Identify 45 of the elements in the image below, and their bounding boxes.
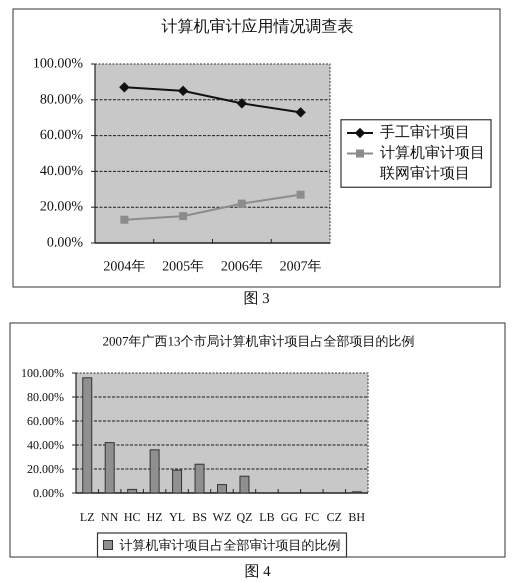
- chart-title: 计算机审计应用情况调查表: [162, 18, 354, 36]
- legend-label: 计算机审计项目: [380, 146, 485, 162]
- y-tick-label: 60.00%: [27, 414, 64, 428]
- x-tick-label: LB: [259, 510, 275, 524]
- y-tick-label: 60.00%: [40, 128, 84, 144]
- point: [119, 82, 130, 92]
- point: [179, 212, 188, 220]
- y-tick-label: 40.00%: [27, 438, 64, 452]
- x-tick-label: 2004年: [103, 258, 146, 274]
- y-tick-label: 20.00%: [27, 462, 64, 476]
- x-tick-label: BH: [348, 510, 366, 524]
- point: [238, 200, 246, 208]
- x-tick-label: BS: [192, 510, 207, 524]
- x-tick-label: QZ: [236, 510, 252, 524]
- x-tick-label: YL: [169, 510, 186, 524]
- legend-label: 联网审计项目: [380, 166, 470, 182]
- x-tick-label: HZ: [146, 510, 163, 524]
- y-tick-label: 80.00%: [40, 92, 84, 108]
- point: [120, 216, 128, 224]
- x-tick-label: HC: [124, 510, 140, 524]
- x-tick-label: 2006年: [220, 258, 263, 274]
- y-tick-label: 100.00%: [32, 56, 84, 72]
- point: [178, 86, 188, 96]
- caption: 图 3: [243, 291, 270, 307]
- x-tick-label: FC: [304, 510, 320, 524]
- point: [296, 107, 306, 118]
- x-tick-label: NN: [101, 510, 119, 524]
- chart-title: 2007年广西13个市局计算机审计项目占全部项目的比例: [102, 334, 414, 348]
- y-tick-label: 40.00%: [40, 164, 84, 179]
- x-tick-label: GG: [280, 510, 298, 524]
- x-tick-label: 2005年: [162, 258, 204, 274]
- point: [296, 190, 305, 199]
- y-tick-label: 0.00%: [46, 236, 84, 250]
- point: [236, 98, 247, 108]
- x-tick-label: CZ: [326, 510, 342, 524]
- y-tick-label: 80.00%: [27, 390, 64, 404]
- y-tick-label: 20.00%: [40, 200, 84, 215]
- legend-label: 手工审计项目: [380, 125, 470, 141]
- legend-label: 计算机审计项目占全部审计项目的比例: [120, 538, 340, 552]
- y-tick-label: 0.00%: [33, 486, 64, 500]
- caption: 图 4: [244, 564, 272, 580]
- x-tick-label: LZ: [80, 510, 95, 524]
- x-tick-label: WZ: [212, 510, 232, 524]
- y-tick-label: 100.00%: [21, 366, 64, 380]
- x-tick-label: 2007年: [280, 258, 322, 274]
